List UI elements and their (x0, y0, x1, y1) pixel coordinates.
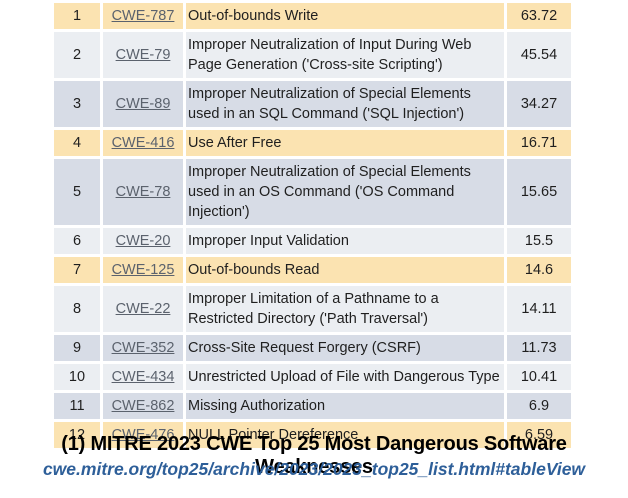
cwe-link[interactable]: CWE-787 (111, 8, 175, 24)
rank-cell: 3 (54, 81, 100, 127)
rank-cell: 8 (54, 286, 100, 332)
cwe-link[interactable]: CWE-352 (111, 340, 175, 356)
description-cell: Improper Neutralization of Input During … (186, 32, 504, 78)
rank-cell: 1 (54, 3, 100, 29)
table-row: 11 CWE-862 Missing Authorization 6.9 (54, 393, 571, 419)
cwe-link[interactable]: CWE-125 (111, 262, 175, 278)
table-row: 3 CWE-89 Improper Neutralization of Spec… (54, 81, 571, 127)
table-row: 8 CWE-22 Improper Limitation of a Pathna… (54, 286, 571, 332)
score-cell: 6.59 (507, 422, 571, 448)
rank-cell: 5 (54, 159, 100, 225)
score-cell: 10.41 (507, 364, 571, 390)
rank-cell: 12 (54, 422, 100, 448)
description-cell: Improper Neutralization of Special Eleme… (186, 81, 504, 127)
table-row: 1 CWE-787 Out-of-bounds Write 63.72 (54, 3, 571, 29)
cwe-id-cell: CWE-787 (103, 3, 183, 29)
rank-cell: 9 (54, 335, 100, 361)
cwe-link[interactable]: CWE-434 (111, 369, 175, 385)
cwe-id-cell: CWE-78 (103, 159, 183, 225)
rank-cell: 2 (54, 32, 100, 78)
table-row: 4 CWE-416 Use After Free 16.71 (54, 130, 571, 156)
description-cell: Improper Limitation of a Pathname to a R… (186, 286, 504, 332)
table-row: 12 CWE-476 NULL Pointer Dereference 6.59 (54, 422, 571, 448)
cwe-id-cell: CWE-416 (103, 130, 183, 156)
description-cell: Improper Input Validation (186, 228, 504, 254)
cwe-id-cell: CWE-79 (103, 32, 183, 78)
description-cell: Improper Neutralization of Special Eleme… (186, 159, 504, 225)
source-url-link[interactable]: cwe.mitre.org/top25/archive/2023/2023_to… (42, 459, 586, 479)
cwe-id-cell: CWE-476 (103, 422, 183, 448)
rank-cell: 4 (54, 130, 100, 156)
description-cell: Missing Authorization (186, 393, 504, 419)
score-cell: 14.6 (507, 257, 571, 283)
table-row: 10 CWE-434 Unrestricted Upload of File w… (54, 364, 571, 390)
figure-caption: (1) MITRE 2023 CWE Top 25 Most Dangerous… (61, 433, 567, 478)
cwe-id-cell: CWE-352 (103, 335, 183, 361)
rank-cell: 6 (54, 228, 100, 254)
table-row: 5 CWE-78 Improper Neutralization of Spec… (54, 159, 571, 225)
cwe-link[interactable]: CWE-476 (111, 427, 175, 443)
rank-cell: 7 (54, 257, 100, 283)
table-body: 1 CWE-787 Out-of-bounds Write 63.72 2 CW… (54, 3, 571, 448)
score-cell: 34.27 (507, 81, 571, 127)
description-cell: Use After Free (186, 130, 504, 156)
score-cell: 15.5 (507, 228, 571, 254)
cwe-link[interactable]: CWE-20 (115, 233, 171, 249)
cwe-top25-table: 1 CWE-787 Out-of-bounds Write 63.72 2 CW… (51, 0, 574, 451)
description-cell: Unrestricted Upload of File with Dangero… (186, 364, 504, 390)
description-cell: Cross-Site Request Forgery (CSRF) (186, 335, 504, 361)
rank-cell: 10 (54, 364, 100, 390)
cwe-link[interactable]: CWE-416 (111, 135, 175, 151)
cwe-id-cell: CWE-125 (103, 257, 183, 283)
cwe-link[interactable]: CWE-78 (115, 184, 171, 200)
cwe-id-cell: CWE-22 (103, 286, 183, 332)
cwe-link[interactable]: CWE-862 (111, 398, 175, 414)
score-cell: 11.73 (507, 335, 571, 361)
cwe-link[interactable]: CWE-89 (115, 96, 171, 112)
score-cell: 15.65 (507, 159, 571, 225)
score-cell: 16.71 (507, 130, 571, 156)
table-row: 2 CWE-79 Improper Neutralization of Inpu… (54, 32, 571, 78)
description-cell: Out-of-bounds Read (186, 257, 504, 283)
table-row: 7 CWE-125 Out-of-bounds Read 14.6 (54, 257, 571, 283)
cwe-id-cell: CWE-89 (103, 81, 183, 127)
description-cell: NULL Pointer Dereference (186, 422, 504, 448)
rank-cell: 11 (54, 393, 100, 419)
score-cell: 6.9 (507, 393, 571, 419)
score-cell: 45.54 (507, 32, 571, 78)
cwe-id-cell: CWE-20 (103, 228, 183, 254)
cwe-id-cell: CWE-434 (103, 364, 183, 390)
cwe-link[interactable]: CWE-22 (115, 301, 171, 317)
cwe-link[interactable]: CWE-79 (115, 47, 171, 63)
table-row: 6 CWE-20 Improper Input Validation 15.5 (54, 228, 571, 254)
cwe-id-cell: CWE-862 (103, 393, 183, 419)
score-cell: 14.11 (507, 286, 571, 332)
description-cell: Out-of-bounds Write (186, 3, 504, 29)
score-cell: 63.72 (507, 3, 571, 29)
table-row: 9 CWE-352 Cross-Site Request Forgery (CS… (54, 335, 571, 361)
